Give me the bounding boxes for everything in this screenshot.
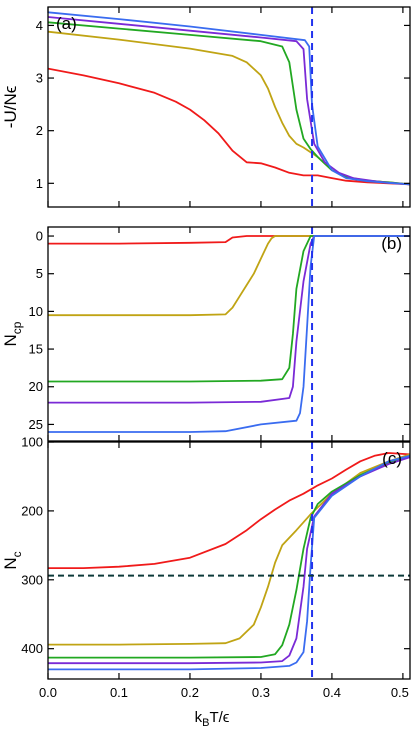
panel-label: (a) [56,14,77,33]
y-axis-label-sub: c [10,551,24,557]
x-axis-label-sub: B [202,717,209,729]
series-line-blue [48,454,410,671]
x-axis-label: kBT/ϵ [195,709,230,729]
y-tick-label: 25 [29,417,43,432]
x-tick-label: 0.2 [181,685,199,700]
series-group [48,11,410,186]
y-tick-label: 100 [21,435,43,450]
y-axis-label: Nc [1,551,24,569]
x-tick-labels: 0.0 0.1 0.2 0.3 0.4 0.5 [39,685,409,700]
y-axis-label-sub: cp [10,321,24,334]
series-line-red [48,235,410,245]
y-axis-label-main: N [1,557,20,569]
y-axis-label: Ncp [1,321,24,346]
panel-label: (b) [381,234,402,253]
series-line-purple [48,235,410,404]
series-line-green [48,235,410,383]
series-line-red [48,452,410,569]
panel-1: 1 2 3 4 (a) -U/Nϵ [1,6,411,208]
series-line-gold [48,235,410,317]
plot-frame [47,226,411,442]
x-tick-label: 0.0 [39,685,57,700]
panel-label: (c) [382,449,402,468]
x-axis-label-rest: T/ϵ [209,709,229,726]
x-tick-label: 0.4 [323,685,341,700]
plot-frame [47,441,411,680]
series-line-gold [48,453,410,646]
x-tick-label: 0.5 [391,685,409,700]
y-tick-label: 3 [36,71,43,86]
y-axis-label-main: N [1,334,20,346]
panel-3: 100 200 300 400 (c) Nc [1,435,411,680]
y-tick-label: 0 [36,229,43,244]
x-axis-label-main: k [195,709,203,726]
y-tick-label: 5 [36,266,43,281]
y-tick-label: 20 [29,379,43,394]
series-group [48,452,410,671]
y-axis-label-main: -U/Nϵ [1,86,20,128]
x-tick-label: 0.3 [252,685,270,700]
panel-2: 0 5 10 15 20 25 (b) Ncp [1,226,411,442]
y-tick-label: 200 [21,503,43,518]
y-tick-label: 2 [36,123,43,138]
y-tick-label: 4 [36,18,43,33]
y-tick-label: 300 [21,572,43,587]
y-axis-label: -U/Nϵ [1,86,20,128]
series-group [48,235,410,433]
series-line-purple [48,456,410,665]
y-tick-label: 400 [21,641,43,656]
plot-frame [47,6,411,208]
series-line-red [48,67,410,186]
y-tick-label: 1 [36,176,43,191]
x-tick-label: 0.1 [110,685,128,700]
series-line-green [48,21,410,186]
series-line-blue [48,235,410,433]
y-tick-label: 10 [29,304,43,319]
series-line-green [48,454,410,659]
series-line-purple [48,16,410,186]
series-line-gold [48,30,410,186]
y-tick-label: 15 [29,342,43,357]
